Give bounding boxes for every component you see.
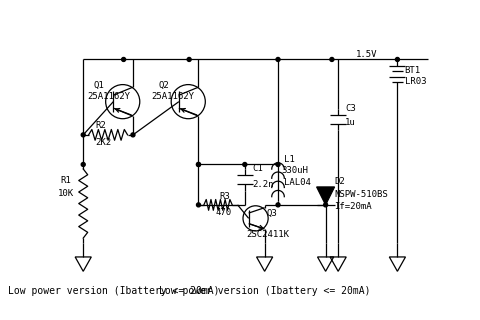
Circle shape bbox=[196, 163, 201, 166]
Text: 2K2: 2K2 bbox=[96, 138, 112, 147]
Text: NSPW-510BS: NSPW-510BS bbox=[335, 190, 388, 199]
Circle shape bbox=[187, 58, 191, 61]
Text: Low power version (Ibattery <= 20mA): Low power version (Ibattery <= 20mA) bbox=[159, 286, 370, 296]
Text: 25A1162Y: 25A1162Y bbox=[152, 92, 194, 101]
Text: Low power version (Ibattery <= 20mA): Low power version (Ibattery <= 20mA) bbox=[8, 286, 219, 296]
Text: 1u: 1u bbox=[345, 118, 356, 127]
Text: C3: C3 bbox=[345, 104, 356, 113]
Circle shape bbox=[330, 58, 334, 61]
Text: 470: 470 bbox=[215, 208, 231, 217]
Text: D2: D2 bbox=[335, 177, 345, 186]
Text: C1: C1 bbox=[252, 164, 263, 173]
Text: 2SC2411K: 2SC2411K bbox=[247, 230, 289, 239]
Text: LR03: LR03 bbox=[405, 77, 426, 86]
Circle shape bbox=[121, 58, 126, 61]
Text: Q1: Q1 bbox=[94, 81, 105, 90]
Text: 1.5V: 1.5V bbox=[356, 50, 378, 59]
Text: L1: L1 bbox=[284, 155, 295, 164]
Circle shape bbox=[196, 163, 201, 166]
Circle shape bbox=[81, 133, 85, 137]
Text: R1: R1 bbox=[61, 176, 72, 185]
Circle shape bbox=[276, 58, 280, 61]
Polygon shape bbox=[317, 187, 335, 205]
Circle shape bbox=[243, 163, 247, 166]
Text: 330uH: 330uH bbox=[282, 166, 309, 175]
Text: R3: R3 bbox=[220, 192, 230, 201]
Text: BT1: BT1 bbox=[405, 66, 420, 75]
Circle shape bbox=[131, 133, 135, 137]
Text: If=20mA: If=20mA bbox=[335, 202, 372, 211]
Circle shape bbox=[324, 203, 327, 207]
Text: 10K: 10K bbox=[58, 189, 74, 198]
Text: Q3: Q3 bbox=[266, 208, 277, 218]
Circle shape bbox=[81, 163, 85, 166]
Circle shape bbox=[276, 163, 280, 166]
Text: Q2: Q2 bbox=[158, 81, 169, 90]
Circle shape bbox=[276, 203, 280, 207]
Text: LAL04: LAL04 bbox=[284, 178, 311, 187]
Text: 2.2n: 2.2n bbox=[252, 180, 274, 189]
Circle shape bbox=[196, 203, 201, 207]
Text: R2: R2 bbox=[96, 121, 107, 130]
Circle shape bbox=[396, 58, 399, 61]
Text: 25A1162Y: 25A1162Y bbox=[87, 92, 130, 101]
